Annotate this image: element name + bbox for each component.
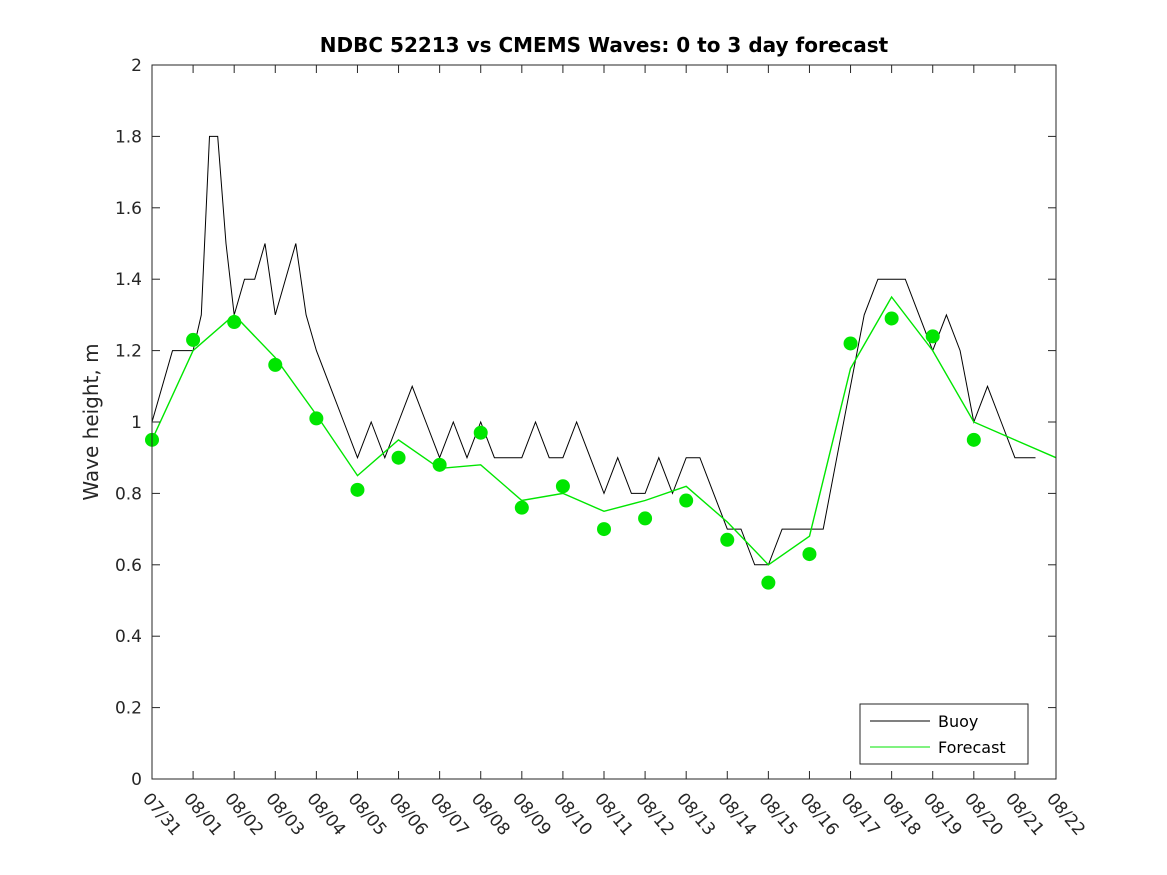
forecast-marker [555, 479, 570, 494]
forecast-marker [350, 482, 365, 497]
forecast-marker [720, 532, 735, 547]
forecast-marker [638, 511, 653, 526]
forecast-marker [843, 336, 858, 351]
forecast-marker [802, 547, 817, 562]
y-tick-label: 1.2 [115, 342, 142, 362]
y-tick-label: 0.4 [115, 627, 142, 647]
y-tick-label: 1.6 [115, 199, 142, 219]
y-tick-label: 1.4 [115, 270, 142, 290]
forecast-marker [679, 493, 694, 508]
forecast-marker [391, 450, 406, 465]
y-tick-label: 0.6 [115, 556, 142, 576]
forecast-marker [514, 500, 529, 515]
plot-area [152, 65, 1056, 779]
legend-label-buoy: Buoy [938, 712, 978, 731]
forecast-marker [309, 411, 324, 426]
forecast-marker [268, 357, 283, 372]
y-tick-label: 0.2 [115, 699, 142, 719]
forecast-marker [925, 329, 940, 344]
series-line-forecast [151, 295, 1057, 566]
y-tick-label: 0.8 [115, 484, 142, 504]
y-tick-label: 2 [131, 56, 142, 76]
forecast-marker [597, 522, 611, 537]
chart-title: NDBC 52213 vs CMEMS Waves: 0 to 3 day fo… [320, 33, 889, 57]
series-line-buoy [151, 135, 1036, 566]
forecast-marker [186, 332, 201, 347]
forecast-marker [966, 432, 981, 447]
legend-label-forecast: Forecast [938, 738, 1006, 757]
y-tick-label: 1.8 [115, 127, 142, 147]
y-tick-label: 1 [131, 413, 142, 433]
legend: Buoy Forecast [859, 703, 1029, 765]
y-axis-label: Wave height, m [79, 343, 103, 500]
forecast-marker [473, 425, 488, 440]
forecast-marker [761, 575, 776, 590]
forecast-marker [227, 315, 242, 330]
forecast-marker [432, 457, 447, 472]
forecast-marker [884, 311, 899, 326]
y-tick-label: 0 [131, 770, 142, 790]
